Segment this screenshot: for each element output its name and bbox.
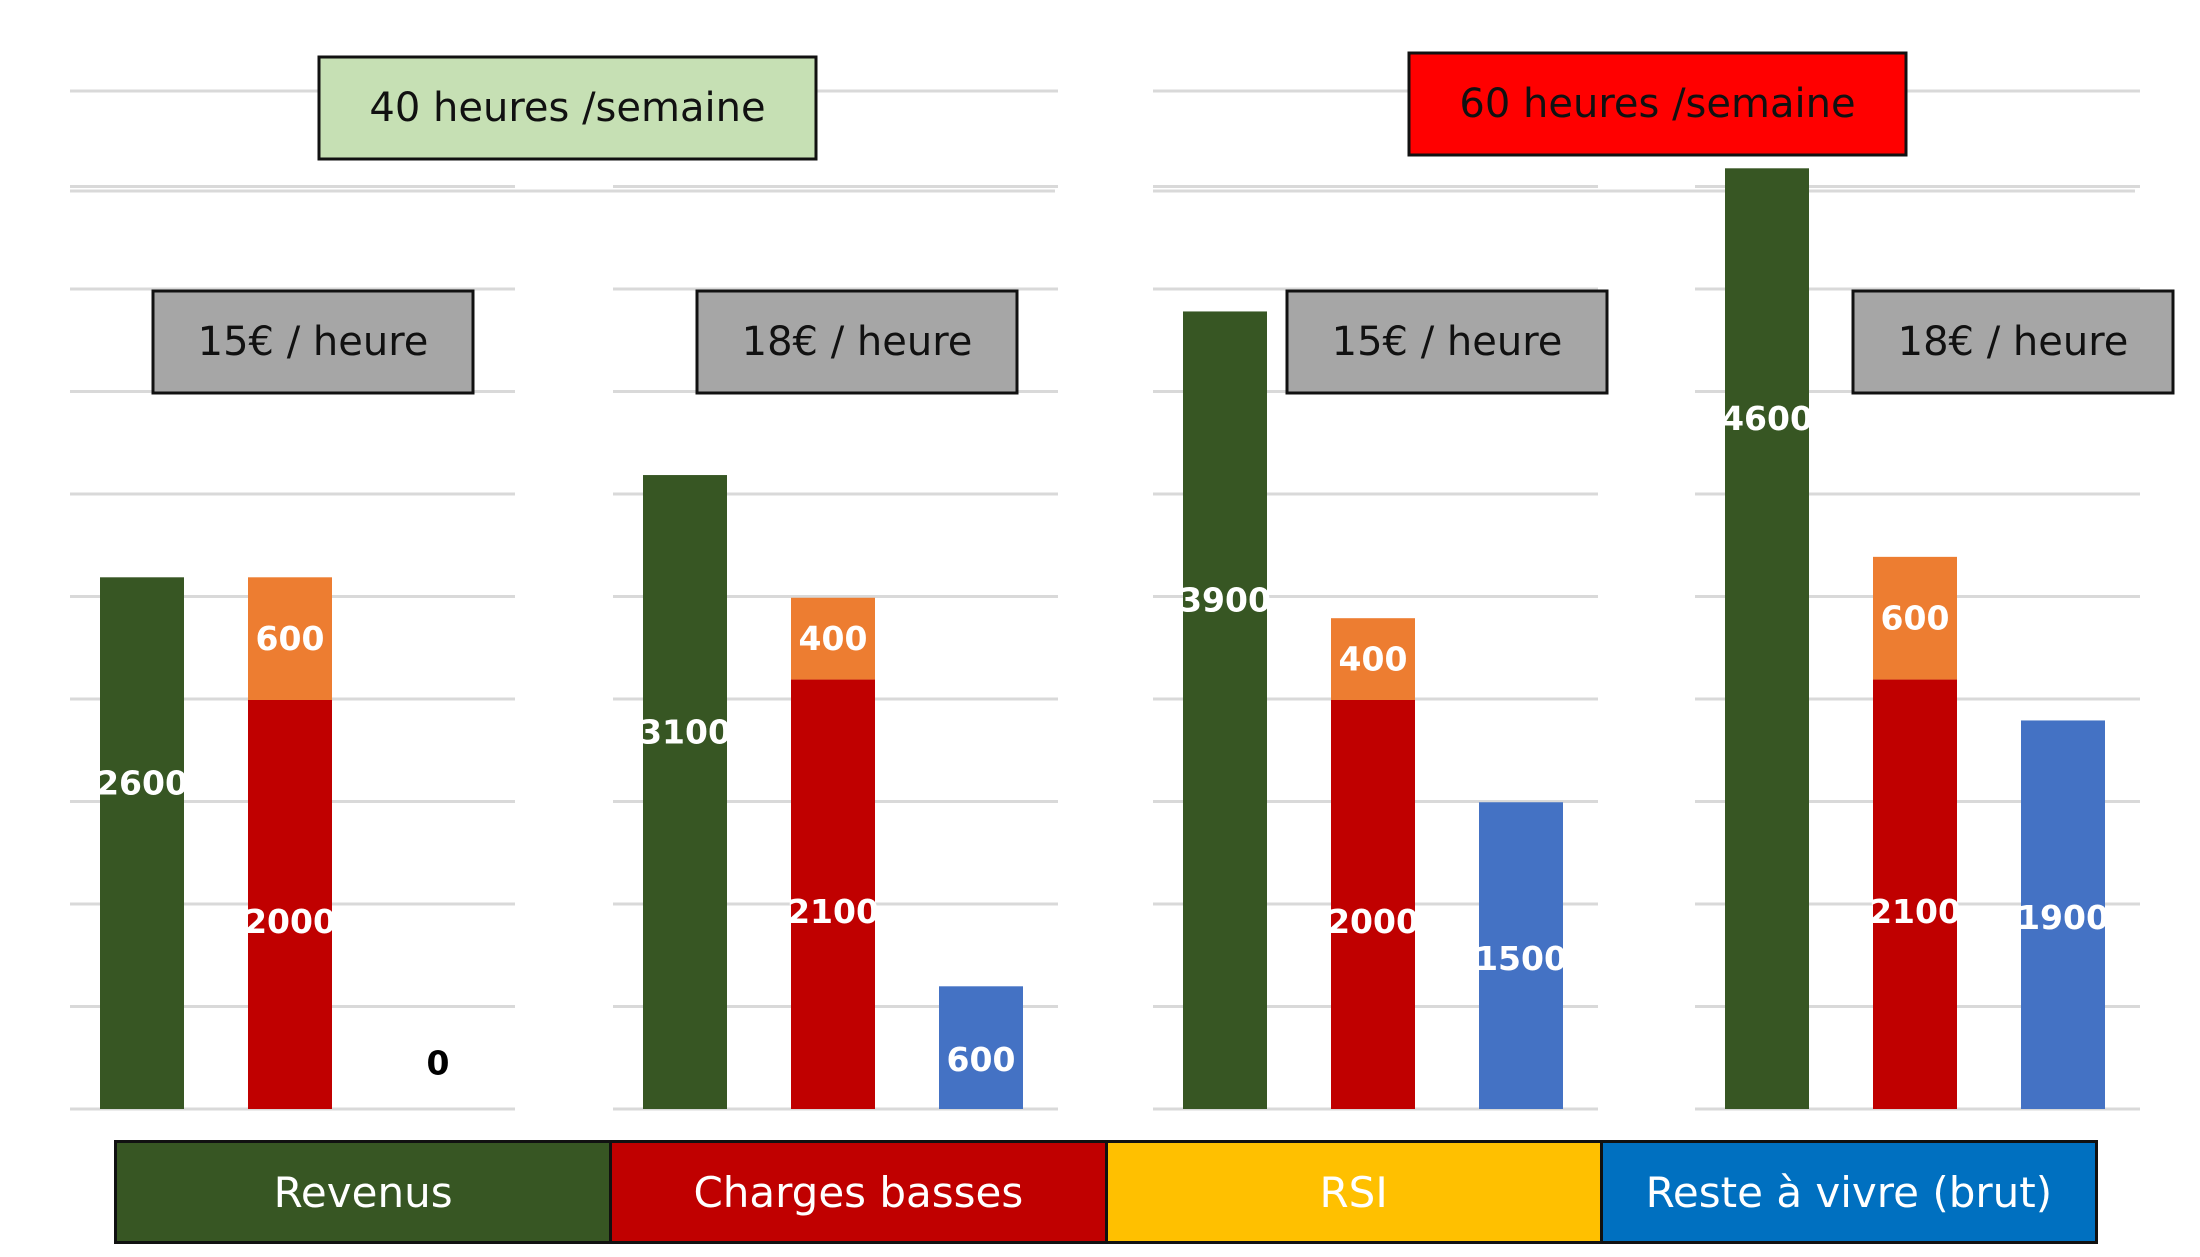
bar-revenus xyxy=(100,577,184,1109)
bar-reste-a-vivre xyxy=(939,986,1023,1109)
legend: Revenus Charges basses RSI Reste à vivre… xyxy=(114,1140,2098,1244)
data-label-rsi: 400 xyxy=(1339,640,1408,679)
legend-item-revenus: Revenus xyxy=(114,1140,613,1244)
bar-rsi xyxy=(791,597,875,680)
gridlines xyxy=(70,89,2140,1111)
rate-box xyxy=(151,289,475,395)
data-label-charges-basses: 2000 xyxy=(1327,902,1419,941)
hours-box-label: 60 heures /semaine xyxy=(1459,81,1855,127)
bar-reste-a-vivre xyxy=(1479,802,1563,1109)
legend-label-rsi: RSI xyxy=(1319,1167,1388,1217)
bar-rsi xyxy=(1873,556,1957,680)
annotation-boxes: 15€ / heure 18€ / heure 15€ / heure 18€ / h… xyxy=(151,51,2175,395)
bar-revenus xyxy=(1725,168,1809,1110)
rate-box-label: 18€ / heure xyxy=(742,319,973,365)
hours-box xyxy=(1407,51,1908,157)
data-label-charges-basses: 2100 xyxy=(787,892,879,931)
legend-label-revenus: Revenus xyxy=(273,1167,453,1217)
rate-box xyxy=(695,289,1019,395)
legend-label-reste-a-vivre: Reste à vivre (brut) xyxy=(1645,1167,2053,1217)
data-label-rsi: 600 xyxy=(256,619,325,658)
bar-rsi xyxy=(248,577,332,700)
data-label-rsi: 400 xyxy=(799,619,868,658)
bar-revenus xyxy=(643,475,727,1109)
rate-box-label: 15€ / heure xyxy=(1332,319,1563,365)
data-label-reste-a-vivre: 1900 xyxy=(2017,898,2109,937)
bar-charges-basses xyxy=(248,700,332,1109)
bar-revenus xyxy=(1183,311,1267,1109)
hours-box xyxy=(317,55,818,161)
bars xyxy=(100,168,2105,1110)
data-label-charges-basses: 2100 xyxy=(1869,892,1961,931)
bar-charges-basses xyxy=(1873,679,1957,1109)
data-label-revenus: 4600 xyxy=(1721,399,1813,438)
data-label-reste-a-vivre: 0 xyxy=(427,1044,450,1083)
bar-reste-a-vivre xyxy=(2021,720,2105,1109)
data-label-rsi: 600 xyxy=(1881,599,1950,638)
bar-rsi xyxy=(1331,618,1415,700)
data-label-reste-a-vivre: 1500 xyxy=(1475,939,1567,978)
rate-box-label: 15€ / heure xyxy=(198,319,429,365)
data-label-revenus: 3900 xyxy=(1179,581,1271,620)
data-label-revenus: 2600 xyxy=(96,764,188,803)
data-labels: 2600 2000 600 0 3100 2100 400 600 3900 2000 400 150… xyxy=(96,399,2109,1082)
bar-charges-basses xyxy=(1331,700,1415,1109)
data-label-reste-a-vivre: 600 xyxy=(947,1040,1016,1079)
bar-charges-basses xyxy=(791,679,875,1109)
legend-item-rsi: RSI xyxy=(1104,1140,1603,1244)
legend-item-reste-a-vivre: Reste à vivre (brut) xyxy=(1599,1140,2098,1244)
rate-box xyxy=(1285,289,1609,395)
hours-box-label: 40 heures /semaine xyxy=(369,85,765,131)
data-label-charges-basses: 2000 xyxy=(244,902,336,941)
legend-label-charges-basses: Charges basses xyxy=(693,1167,1024,1217)
rate-box xyxy=(1851,289,2175,395)
data-label-revenus: 3100 xyxy=(639,713,731,752)
rate-box-label: 18€ / heure xyxy=(1898,319,2129,365)
legend-item-charges-basses: Charges basses xyxy=(609,1140,1108,1244)
